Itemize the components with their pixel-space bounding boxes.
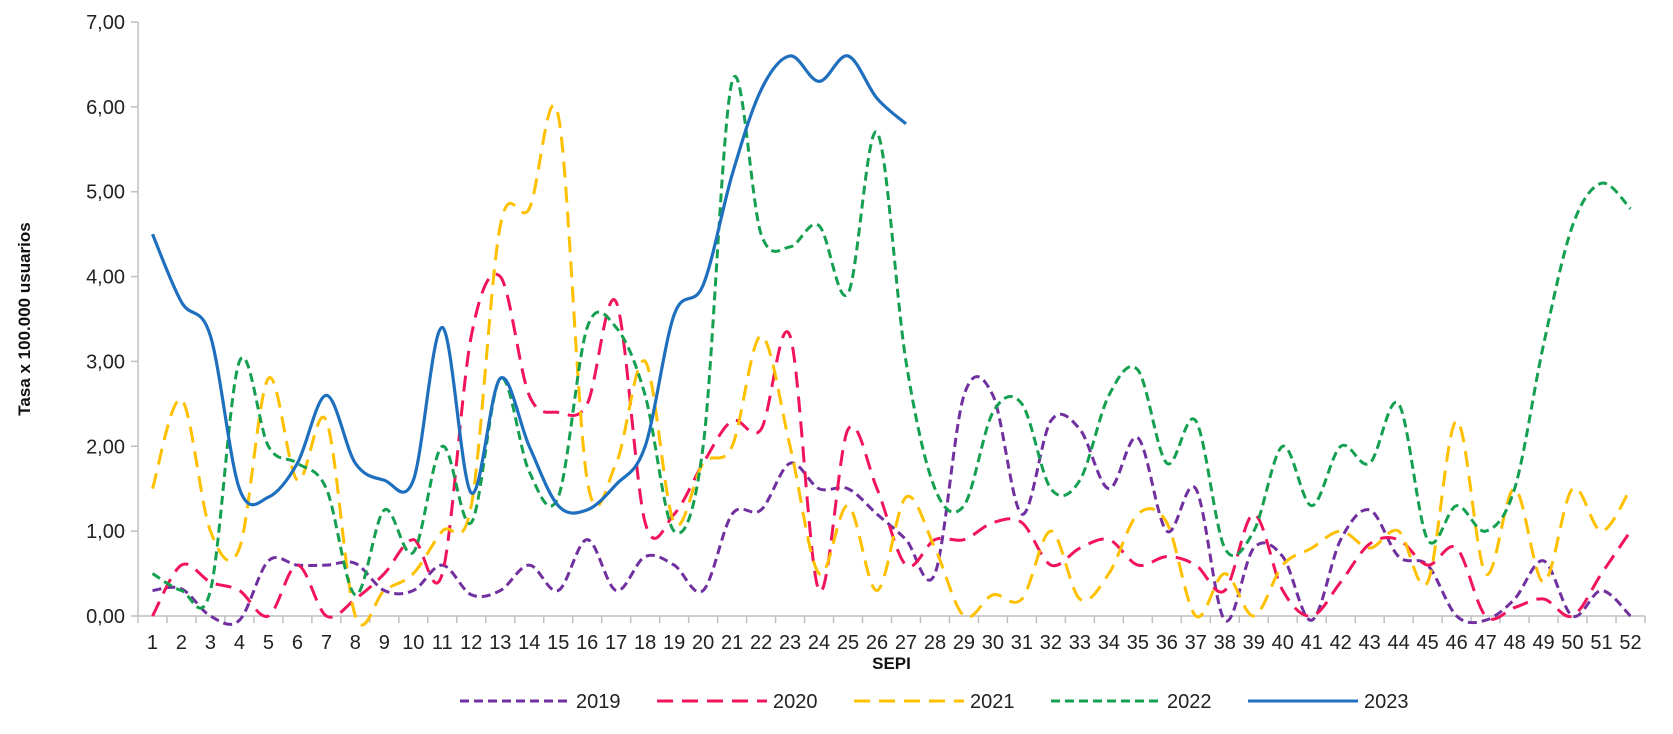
x-tick-label: 49: [1532, 632, 1554, 654]
y-tick-label: 1,00: [86, 521, 125, 543]
y-tick-label: 0,00: [86, 606, 125, 628]
x-tick-label: 9: [379, 632, 390, 654]
x-tick-label: 25: [837, 632, 859, 654]
series-line-2020: [151, 272, 1632, 621]
x-tick-label: 2: [176, 632, 187, 654]
x-tick-label: 20: [692, 632, 714, 654]
x-tick-label: 24: [808, 632, 830, 654]
legend-label-2023: 2023: [1364, 691, 1409, 713]
x-tick-label: 40: [1272, 632, 1294, 654]
x-tick-label: 12: [460, 632, 482, 654]
x-ticks: 1 2 3 4 5 6 7 8 9 10 11 12 13 14 15 16 17 18 19 20 21 22 23 24 2…: [137, 616, 1646, 654]
series-lines: [151, 54, 1632, 627]
x-tick-label: 35: [1127, 632, 1149, 654]
legend-label-2020: 2020: [773, 691, 818, 713]
y-tick-label: 4,00: [86, 267, 125, 289]
y-tick-label: 3,00: [86, 351, 125, 373]
x-tick-label: 29: [953, 632, 975, 654]
x-tick-label: 31: [1011, 632, 1033, 654]
y-ticks: 0,00 1,00 2,00 3,00 4,00 5,00 6,00 7,00: [86, 12, 138, 628]
x-tick-label: 8: [350, 632, 361, 654]
x-tick-label: 27: [895, 632, 917, 654]
x-tick-label: 34: [1098, 632, 1120, 654]
y-tick-label: 5,00: [86, 182, 125, 204]
x-tick-label: 21: [721, 632, 743, 654]
series-line-2023: [151, 54, 908, 515]
y-tick-label: 2,00: [86, 436, 125, 458]
x-tick-label: 45: [1417, 632, 1439, 654]
x-tick-label: 22: [750, 632, 772, 654]
x-tick-label: 50: [1561, 632, 1583, 654]
x-tick-label: 43: [1359, 632, 1381, 654]
x-tick-label: 36: [1156, 632, 1178, 654]
x-tick-label: 4: [234, 632, 245, 654]
x-tick-label: 33: [1069, 632, 1091, 654]
y-axis-title: Tasa x 100.000 usuarios: [15, 222, 34, 415]
x-tick-label: 52: [1619, 632, 1641, 654]
x-tick-label: 11: [432, 632, 453, 654]
x-tick-label: 51: [1590, 632, 1612, 654]
series-line-2021: [151, 103, 1632, 627]
x-tick-label: 26: [866, 632, 888, 654]
x-tick-label: 19: [663, 632, 685, 654]
legend-label-2021: 2021: [970, 691, 1015, 713]
x-tick-label: 38: [1214, 632, 1236, 654]
x-tick-label: 5: [263, 632, 274, 654]
x-tick-label: 48: [1503, 632, 1525, 654]
x-tick-label: 28: [924, 632, 946, 654]
x-tick-label: 30: [982, 632, 1004, 654]
legend-label-2022: 2022: [1167, 691, 1212, 713]
x-tick-label: 18: [634, 632, 656, 654]
y-tick-label: 7,00: [86, 12, 125, 34]
x-tick-label: 37: [1185, 632, 1207, 654]
series-line-2022: [151, 75, 1632, 610]
x-tick-label: 23: [779, 632, 801, 654]
x-axis-title: SEPI: [872, 654, 911, 673]
x-tick-label: 17: [605, 632, 627, 654]
x-tick-label: 13: [489, 632, 511, 654]
x-tick-label: 7: [321, 632, 332, 654]
x-tick-label: 6: [292, 632, 303, 654]
x-tick-label: 47: [1474, 632, 1496, 654]
x-tick-label: 39: [1243, 632, 1265, 654]
x-tick-label: 41: [1301, 632, 1323, 654]
x-tick-label: 44: [1388, 632, 1410, 654]
legend-label-2019: 2019: [576, 691, 621, 713]
x-tick-label: 10: [402, 632, 424, 654]
x-tick-label: 42: [1330, 632, 1352, 654]
x-tick-label: 32: [1040, 632, 1062, 654]
x-tick-label: 16: [576, 632, 598, 654]
x-tick-label: 46: [1446, 632, 1468, 654]
x-tick-label: 14: [518, 632, 540, 654]
legend: 2019 2020 2021 2022 2023: [460, 691, 1409, 713]
y-tick-label: 6,00: [86, 97, 125, 119]
x-tick-label: 1: [147, 632, 158, 654]
x-tick-label: 3: [205, 632, 216, 654]
series-line-2019: [152, 375, 1632, 626]
x-tick-label: 15: [547, 632, 569, 654]
